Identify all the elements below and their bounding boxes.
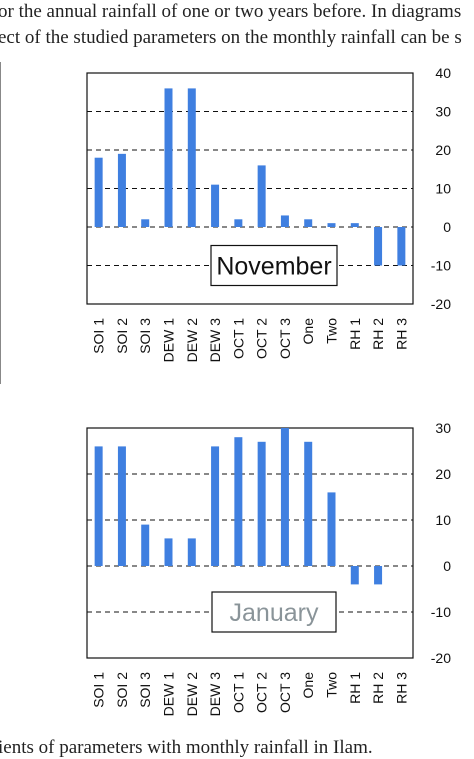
bar-oct-2 (257, 441, 266, 566)
bar-dew-1 (164, 88, 173, 228)
category-label: RH 2 (370, 318, 386, 350)
category-label: SOI 1 (91, 672, 107, 708)
category-label: OCT 2 (254, 672, 270, 713)
bar-soi-1 (94, 157, 103, 227)
category-label: DEW 1 (161, 672, 177, 717)
category-label: SOI 2 (114, 672, 130, 708)
y-tick-label: 20 (435, 466, 451, 482)
body-text-line-2: ect of the studied parameters on the mon… (0, 27, 462, 48)
category-label: OCT 3 (277, 672, 293, 713)
bar-soi-1 (94, 446, 103, 566)
category-label: DEW 2 (184, 672, 200, 717)
chart-january: -20 -10 0 10 20 30 SOI 1 SOI 2 SOI 3 DEW 1 DEW 2 DE… (86, 420, 451, 717)
bar-dew-1 (164, 538, 173, 566)
bar-rh-2 (374, 227, 383, 266)
bar-rh-1 (350, 566, 359, 585)
month-label: November (216, 253, 331, 281)
y-tick-label: 20 (435, 142, 451, 158)
y-tick-label: 10 (435, 512, 451, 528)
category-label: RH 1 (347, 672, 363, 704)
category-label: OCT 1 (230, 318, 246, 359)
bar-one (304, 219, 313, 227)
bar-oct-3 (280, 428, 289, 566)
category-label: RH 3 (393, 672, 409, 704)
category-label: SOI 3 (137, 318, 153, 354)
bar-oct-2 (257, 165, 266, 227)
y-tick-label: -20 (431, 650, 451, 666)
bar-dew-2 (187, 538, 196, 566)
category-label: RH 3 (393, 318, 409, 350)
category-label: Two (324, 318, 340, 344)
category-label: DEW 2 (184, 318, 200, 363)
category-label: One (300, 672, 316, 699)
bar-two (327, 492, 336, 566)
bar-dew-3 (211, 446, 220, 566)
bar-dew-3 (211, 184, 220, 227)
category-label: SOI 2 (114, 318, 130, 354)
y-tick-label: 10 (435, 181, 451, 197)
bar-soi-2 (117, 153, 126, 227)
y-tick-label: 30 (435, 104, 451, 120)
bar-soi-2 (117, 446, 126, 566)
category-label: RH 1 (347, 318, 363, 350)
body-text-line-1: or the annual rainfall of one or two yea… (0, 1, 462, 22)
month-label: January (230, 599, 319, 627)
category-label: OCT 2 (254, 318, 270, 359)
bar-rh-3 (397, 227, 406, 266)
y-tick-label: 30 (435, 420, 451, 436)
bar-one (304, 441, 313, 566)
bar-dew-2 (187, 88, 196, 228)
bar-oct-3 (280, 215, 289, 227)
chart-november: -20 -10 0 10 20 30 40 SOI 1 SOI 2 SOI 3 DEW 1 DEW 2… (86, 65, 451, 363)
left-margin-rule (0, 62, 1, 384)
month-label-box (210, 244, 338, 287)
category-label: SOI 3 (137, 672, 153, 708)
y-tick-label: 40 (435, 65, 451, 81)
category-label: One (300, 318, 316, 345)
category-label: SOI 1 (91, 318, 107, 354)
bar-two (327, 223, 336, 227)
month-label-box (211, 591, 337, 633)
category-label: Two (324, 672, 340, 698)
y-tick-label: -10 (431, 258, 451, 274)
bar-oct-1 (234, 437, 243, 566)
category-label: DEW 3 (207, 672, 223, 717)
bar-rh-1 (350, 223, 359, 227)
category-label: OCT 1 (230, 672, 246, 713)
category-label: DEW 3 (207, 318, 223, 363)
bar-rh-2 (374, 566, 383, 585)
bar-oct-1 (234, 219, 243, 227)
y-tick-label: -10 (431, 604, 451, 620)
y-tick-label: 0 (443, 558, 451, 574)
bar-soi-3 (141, 219, 150, 227)
category-label: DEW 1 (161, 318, 177, 363)
plot-frame (86, 427, 414, 659)
category-label: OCT 3 (277, 318, 293, 359)
category-label: RH 2 (370, 672, 386, 704)
y-tick-label: 0 (443, 219, 451, 235)
y-tick-label: -20 (431, 296, 451, 312)
bar-soi-3 (141, 524, 150, 566)
figure-caption: ients of parameters with monthly rainfal… (0, 737, 373, 758)
